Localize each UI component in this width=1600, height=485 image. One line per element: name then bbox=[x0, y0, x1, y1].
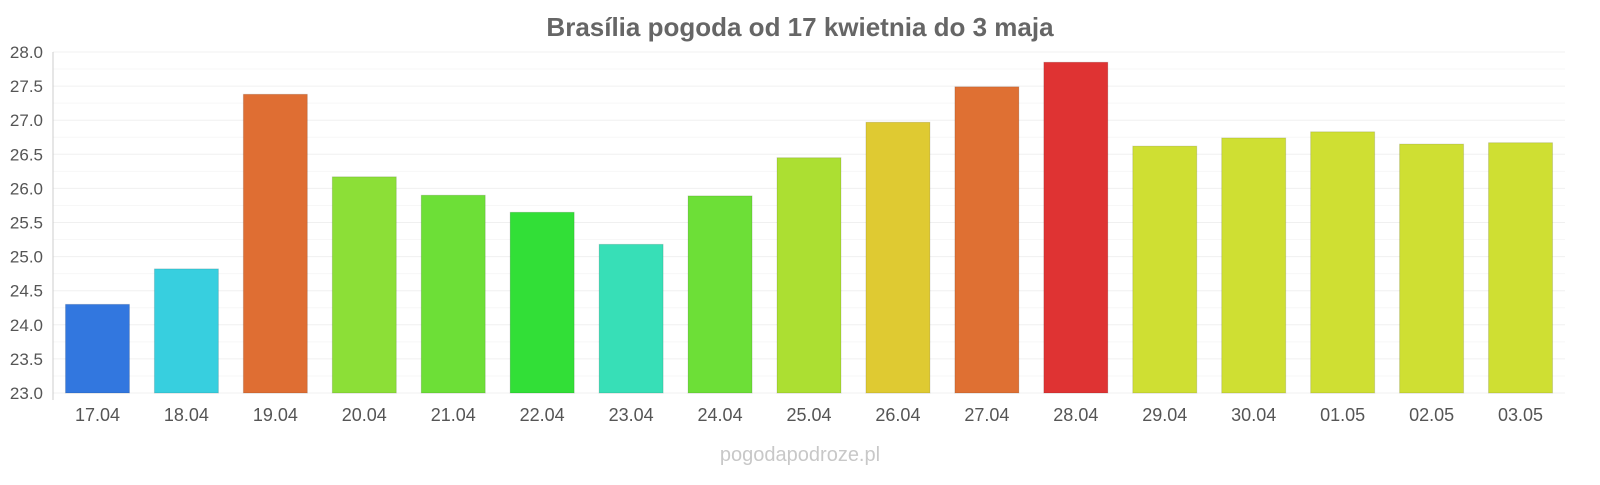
bar-30.04 bbox=[1221, 137, 1287, 394]
x-tick-label: 01.05 bbox=[1320, 405, 1365, 425]
bar-26.04 bbox=[865, 121, 931, 394]
x-tick-label: 25.04 bbox=[786, 405, 831, 425]
x-tick-label: 02.05 bbox=[1409, 405, 1454, 425]
y-tick-label: 25.0 bbox=[10, 248, 43, 267]
x-tick-label: 23.04 bbox=[609, 405, 654, 425]
x-tick-label: 17.04 bbox=[75, 405, 120, 425]
bar-01.05 bbox=[1310, 131, 1376, 394]
x-tick-label: 20.04 bbox=[342, 405, 387, 425]
x-tick-label: 27.04 bbox=[964, 405, 1009, 425]
bar-20.04 bbox=[331, 176, 397, 394]
x-tick-label: 29.04 bbox=[1142, 405, 1187, 425]
x-tick-label: 26.04 bbox=[875, 405, 920, 425]
x-tick-label: 30.04 bbox=[1231, 405, 1276, 425]
bar-19.04 bbox=[242, 93, 308, 394]
x-tick-label: 22.04 bbox=[520, 405, 565, 425]
bar-17.04 bbox=[64, 303, 130, 394]
y-tick-label: 28.0 bbox=[10, 43, 43, 62]
bar-22.04 bbox=[509, 211, 575, 394]
bar-21.04 bbox=[420, 194, 486, 394]
bar-27.04 bbox=[954, 86, 1020, 394]
x-tick-label: 21.04 bbox=[431, 405, 476, 425]
bar-24.04 bbox=[687, 195, 753, 394]
bar-02.05 bbox=[1399, 143, 1465, 394]
y-tick-label: 23.0 bbox=[10, 384, 43, 403]
x-tick-label: 18.04 bbox=[164, 405, 209, 425]
y-tick-label: 27.0 bbox=[10, 111, 43, 130]
bar-25.04 bbox=[776, 157, 842, 394]
watermark: pogodapodroze.pl bbox=[720, 444, 880, 466]
y-tick-label: 26.5 bbox=[10, 145, 43, 164]
x-tick-label: 24.04 bbox=[698, 405, 743, 425]
x-tick-label: 03.05 bbox=[1498, 405, 1543, 425]
y-tick-label: 24.5 bbox=[10, 282, 43, 301]
bar-03.05 bbox=[1488, 142, 1554, 394]
bar-18.04 bbox=[153, 268, 219, 394]
bar-29.04 bbox=[1132, 145, 1198, 394]
y-tick-label: 26.0 bbox=[10, 179, 43, 198]
y-tick-label: 25.5 bbox=[10, 214, 43, 233]
y-tick-label: 23.5 bbox=[10, 350, 43, 369]
x-tick-label: 19.04 bbox=[253, 405, 298, 425]
bar-28.04 bbox=[1043, 61, 1109, 394]
x-tick-label: 28.04 bbox=[1053, 405, 1098, 425]
y-tick-label: 24.0 bbox=[10, 316, 43, 335]
chart-title: Brasília pogoda od 17 kwietnia do 3 maja bbox=[546, 12, 1054, 42]
y-tick-label: 27.5 bbox=[10, 77, 43, 96]
bar-23.04 bbox=[598, 243, 664, 394]
